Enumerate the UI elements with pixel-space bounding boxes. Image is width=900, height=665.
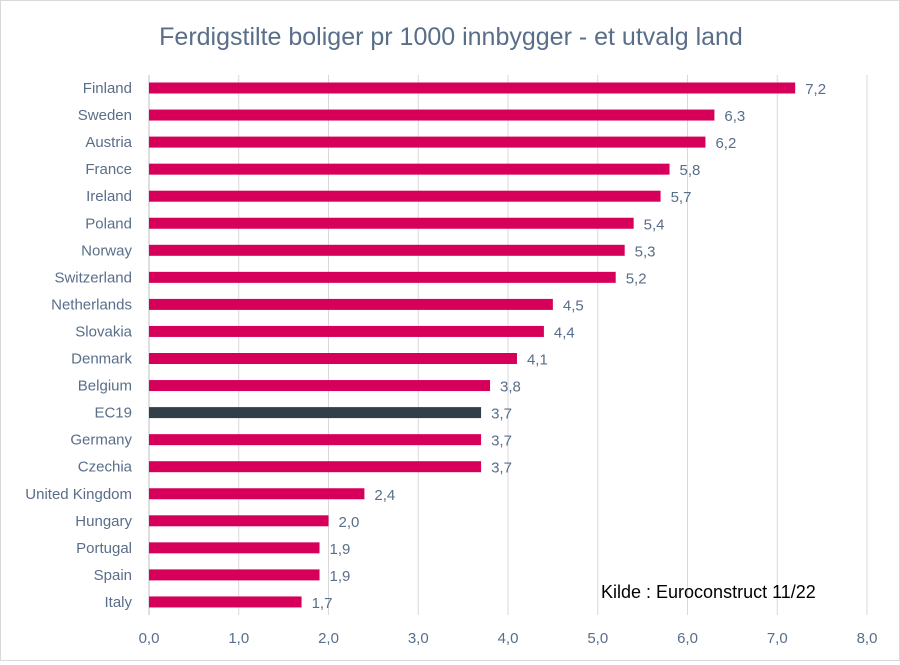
data-label: 2,4 xyxy=(374,487,395,504)
bar xyxy=(149,271,616,283)
data-label: 3,7 xyxy=(491,433,512,450)
bar xyxy=(149,434,482,446)
data-label: 3,7 xyxy=(491,460,512,477)
data-label: 5,2 xyxy=(626,270,647,287)
x-tick-label: 7,0 xyxy=(767,630,788,647)
data-label: 1,9 xyxy=(330,568,351,585)
bar xyxy=(149,325,544,337)
category-label: Denmark xyxy=(71,351,132,368)
category-label: Switzerland xyxy=(54,269,132,286)
category-label: Finland xyxy=(83,80,132,97)
data-label: 5,4 xyxy=(644,216,665,233)
x-tick-label: 4,0 xyxy=(498,630,519,647)
category-label: Sweden xyxy=(78,107,132,124)
category-label: Austria xyxy=(85,134,132,151)
x-tick-label: 6,0 xyxy=(677,630,698,647)
bar xyxy=(149,136,706,148)
data-label: 5,7 xyxy=(671,189,692,206)
bar xyxy=(149,461,482,473)
category-label: Belgium xyxy=(78,378,132,395)
x-tick-label: 0,0 xyxy=(139,630,160,647)
category-label: Italy xyxy=(104,594,132,611)
bar xyxy=(149,217,634,229)
bar xyxy=(149,569,320,581)
data-label: 1,7 xyxy=(312,595,333,612)
bar xyxy=(149,190,661,202)
x-tick-label: 5,0 xyxy=(587,630,608,647)
data-label: 4,5 xyxy=(563,297,584,314)
bar xyxy=(149,109,715,121)
data-label: 1,9 xyxy=(330,541,351,558)
category-label: France xyxy=(85,161,132,178)
category-label: EC19 xyxy=(94,405,132,422)
x-tick-label: 8,0 xyxy=(857,630,878,647)
category-label: Hungary xyxy=(75,513,132,530)
bar xyxy=(149,353,517,364)
bar xyxy=(149,596,302,608)
bar xyxy=(149,244,625,256)
category-label: Spain xyxy=(94,567,132,584)
category-label: Germany xyxy=(70,432,132,449)
data-label: 3,8 xyxy=(500,379,521,396)
bar xyxy=(149,163,670,175)
data-label: 5,3 xyxy=(635,243,656,260)
bar xyxy=(149,488,365,500)
data-label: 4,1 xyxy=(527,352,548,369)
bar xyxy=(149,82,796,94)
category-label: Norway xyxy=(81,242,132,259)
data-label: 5,8 xyxy=(680,162,701,179)
category-label: Portugal xyxy=(76,540,132,557)
data-label: 2,0 xyxy=(339,514,360,531)
bar xyxy=(149,542,320,554)
data-label: 7,2 xyxy=(805,81,826,98)
category-label: Poland xyxy=(85,215,132,232)
category-label: Czechia xyxy=(78,459,133,476)
x-tick-label: 2,0 xyxy=(318,630,339,647)
source-annotation: Kilde : Euroconstruct 11/22 xyxy=(601,582,816,602)
bar xyxy=(149,380,491,392)
data-label: 4,4 xyxy=(554,324,575,341)
category-label: Netherlands xyxy=(51,296,132,313)
x-tick-label: 1,0 xyxy=(228,630,249,647)
data-label: 6,3 xyxy=(724,108,745,125)
chart-title: Ferdigstilte boliger pr 1000 innbygger -… xyxy=(159,23,743,51)
category-label: Ireland xyxy=(86,188,132,205)
data-label: 6,2 xyxy=(715,135,736,152)
x-tick-label: 3,0 xyxy=(408,630,429,647)
category-label: United Kingdom xyxy=(25,486,132,503)
bar xyxy=(149,515,329,527)
data-label: 3,7 xyxy=(491,406,512,423)
bar xyxy=(149,407,482,419)
category-label: Slovakia xyxy=(75,323,132,340)
bar xyxy=(149,298,553,310)
